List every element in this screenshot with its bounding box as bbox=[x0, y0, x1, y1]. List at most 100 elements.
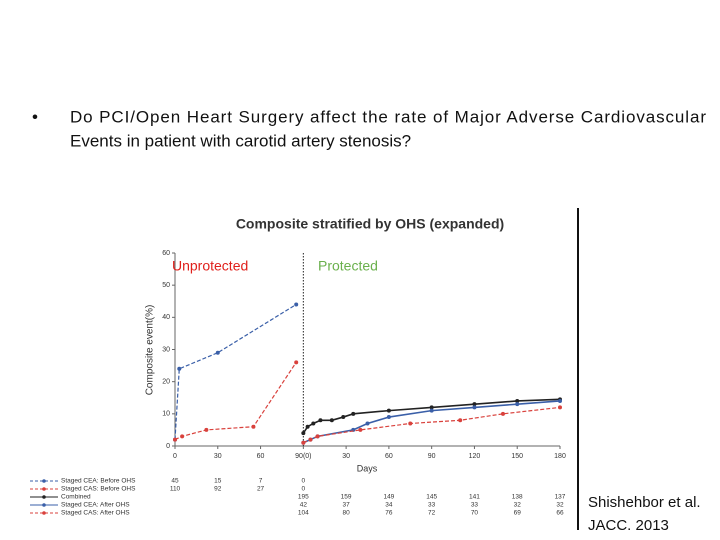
at-risk-count: 72 bbox=[428, 510, 436, 517]
point bbox=[311, 421, 316, 426]
point bbox=[472, 405, 477, 410]
x-tick-label: 180 bbox=[554, 453, 566, 460]
at-risk-count: 159 bbox=[341, 494, 352, 501]
at-risk-count: 195 bbox=[298, 494, 309, 501]
y-tick-label: 20 bbox=[162, 379, 170, 386]
point bbox=[294, 360, 299, 365]
at-risk-count: 92 bbox=[214, 486, 222, 493]
at-risk-count: 80 bbox=[342, 510, 350, 517]
legend-marker bbox=[42, 503, 46, 507]
y-tick-label: 50 bbox=[162, 282, 170, 289]
y-tick-label: 40 bbox=[162, 314, 170, 321]
x-tick-label: 90 bbox=[428, 453, 436, 460]
annotation: Protected bbox=[318, 258, 378, 274]
point bbox=[408, 421, 413, 426]
point bbox=[472, 402, 477, 407]
at-risk-count: 66 bbox=[556, 510, 564, 517]
at-risk-count: 42 bbox=[300, 502, 308, 509]
x-axis-label: Days bbox=[357, 463, 378, 473]
bullet-text: Do PCI/Open Heart Surgery affect the rat… bbox=[70, 107, 706, 126]
point bbox=[329, 418, 334, 423]
point bbox=[429, 405, 434, 410]
legend-label: Staged CAS: Before OHS bbox=[61, 486, 136, 493]
legend-marker bbox=[42, 487, 46, 491]
y-tick-label: 30 bbox=[162, 346, 170, 353]
x-tick-label: 30 bbox=[342, 453, 350, 460]
at-risk-count: 145 bbox=[426, 494, 437, 501]
legend-label: Combined bbox=[61, 494, 91, 501]
x-tick-label: 30 bbox=[214, 453, 222, 460]
citation: Shishehbor et al. bbox=[588, 494, 701, 511]
at-risk-count: 33 bbox=[471, 502, 479, 509]
point bbox=[308, 437, 313, 442]
point bbox=[301, 440, 306, 445]
point bbox=[301, 431, 306, 436]
point bbox=[500, 411, 505, 416]
at-risk-count: 149 bbox=[383, 494, 394, 501]
y-axis-label: Composite event(%) bbox=[145, 305, 156, 396]
point bbox=[251, 424, 256, 429]
at-risk-count: 138 bbox=[512, 494, 523, 501]
at-risk-count: 76 bbox=[385, 510, 393, 517]
at-risk-count: 104 bbox=[298, 510, 309, 517]
legend-label: Staged CEA: After OHS bbox=[61, 502, 130, 509]
legend-marker bbox=[42, 495, 46, 499]
at-risk-count: 33 bbox=[428, 502, 436, 509]
point bbox=[515, 402, 520, 407]
series-line bbox=[174, 362, 297, 441]
x-tick-label: 0 bbox=[173, 453, 177, 460]
x-tick-label: 120 bbox=[469, 453, 481, 460]
at-risk-count: 32 bbox=[556, 502, 564, 509]
at-risk-count: 69 bbox=[514, 510, 522, 517]
at-risk-count: 0 bbox=[302, 486, 306, 493]
series-line bbox=[303, 400, 561, 444]
at-risk-count: 110 bbox=[170, 486, 181, 493]
point bbox=[351, 411, 356, 416]
point bbox=[315, 434, 320, 439]
point bbox=[386, 415, 391, 420]
bullet-text: Events in patient with carotid artery st… bbox=[70, 131, 411, 150]
point bbox=[365, 421, 370, 426]
y-tick-label: 60 bbox=[162, 250, 170, 257]
x-tick-label: 150 bbox=[511, 453, 523, 460]
legend-marker bbox=[42, 479, 46, 483]
legend-label: Staged CEA: Before OHS bbox=[61, 478, 136, 485]
point bbox=[180, 434, 185, 439]
legend-marker bbox=[42, 511, 46, 515]
y-tick-label: 0 bbox=[166, 443, 170, 450]
chart-title: Composite stratified by OHS (expanded) bbox=[236, 216, 504, 232]
at-risk-count: 45 bbox=[171, 478, 179, 485]
point bbox=[341, 415, 346, 420]
legend-label: Staged CAS: After OHS bbox=[61, 510, 130, 517]
x-tick-label: 60 bbox=[257, 453, 265, 460]
annotation: Unprotected bbox=[172, 258, 248, 274]
at-risk-count: 15 bbox=[214, 478, 222, 485]
point bbox=[215, 350, 220, 355]
citation: JACC. 2013 bbox=[588, 517, 669, 534]
point bbox=[429, 408, 434, 413]
at-risk-count: 137 bbox=[555, 494, 566, 501]
point bbox=[558, 398, 562, 403]
at-risk-count: 32 bbox=[514, 502, 522, 509]
point bbox=[358, 427, 363, 432]
series-line bbox=[174, 303, 297, 440]
at-risk-count: 34 bbox=[385, 502, 393, 509]
point bbox=[173, 437, 177, 442]
x-tick-label: 90(0) bbox=[295, 453, 311, 460]
series-line bbox=[303, 406, 561, 444]
at-risk-count: 37 bbox=[342, 502, 350, 509]
point bbox=[204, 427, 209, 432]
point bbox=[305, 424, 310, 429]
at-risk-count: 27 bbox=[257, 486, 265, 493]
bullet-dot: • bbox=[32, 107, 38, 126]
at-risk-count: 70 bbox=[471, 510, 479, 517]
at-risk-count: 0 bbox=[302, 478, 306, 485]
point bbox=[177, 366, 182, 371]
point bbox=[386, 408, 391, 413]
x-tick-label: 60 bbox=[385, 453, 393, 460]
point bbox=[515, 398, 520, 403]
at-risk-count: 7 bbox=[259, 478, 263, 485]
point bbox=[458, 418, 463, 423]
point bbox=[318, 418, 323, 423]
